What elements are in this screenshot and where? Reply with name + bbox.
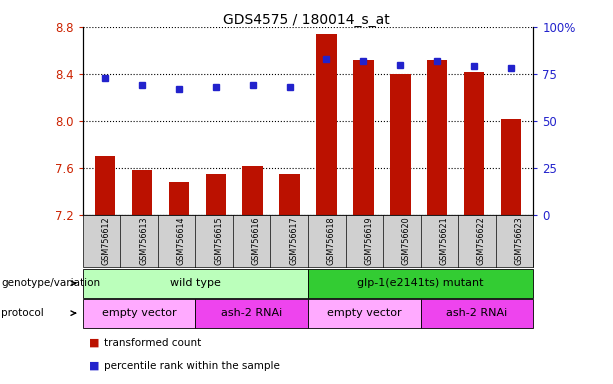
Bar [205,174,226,215]
Text: GSM756623: GSM756623 [514,217,524,265]
Text: ■: ■ [89,361,99,371]
Bar [243,166,263,215]
Text: GSM756615: GSM756615 [214,217,223,265]
Text: glp-1(e2141ts) mutant: glp-1(e2141ts) mutant [357,278,484,288]
Text: GSM756617: GSM756617 [289,217,299,265]
Bar [316,34,337,215]
Bar [427,60,447,215]
Text: GSM756621: GSM756621 [440,217,449,265]
Text: genotype/variation: genotype/variation [1,278,101,288]
Text: wild type: wild type [170,278,221,288]
Text: empty vector: empty vector [327,308,402,318]
Text: GSM756613: GSM756613 [139,217,148,265]
Bar [464,71,484,215]
Text: GSM756620: GSM756620 [402,217,411,265]
Bar [280,174,300,215]
Bar [501,119,521,215]
Text: GSM756612: GSM756612 [102,217,110,265]
Text: percentile rank within the sample: percentile rank within the sample [104,361,280,371]
Text: GSM756614: GSM756614 [177,217,186,265]
Text: GSM756622: GSM756622 [477,217,486,265]
Text: transformed count: transformed count [104,338,202,348]
Text: protocol: protocol [1,308,44,318]
Text: GSM756616: GSM756616 [252,217,261,265]
Text: ash-2 RNAi: ash-2 RNAi [446,308,508,318]
Bar [95,156,115,215]
Text: empty vector: empty vector [102,308,177,318]
Text: GSM756619: GSM756619 [364,217,373,265]
Bar [353,60,373,215]
Text: GSM756618: GSM756618 [327,217,336,265]
Bar [132,170,152,215]
Text: GDS4575 / 180014_s_at: GDS4575 / 180014_s_at [223,13,390,27]
Bar [390,74,411,215]
Text: ash-2 RNAi: ash-2 RNAi [221,308,283,318]
Bar [169,182,189,215]
Text: ■: ■ [89,338,99,348]
